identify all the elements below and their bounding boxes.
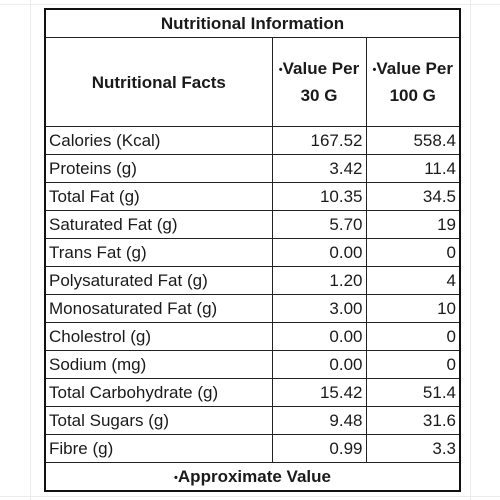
header-value-per-100g-label: Value Per 100 G [376,59,453,105]
value-per-100g[interactable]: 558.4 [365,126,461,155]
value-per-100g[interactable]: 0 [365,322,461,351]
value-per-100g[interactable]: 34.5 [365,182,461,211]
nutrient-name[interactable]: Total Fat (g) [44,182,273,211]
title-row: Nutritional Information [44,8,461,38]
header-value-per-100g[interactable]: •Value Per 100 G [365,37,461,127]
approximate-marker: • [278,64,283,76]
nutrient-name[interactable]: Polysaturated Fat (g) [44,266,273,295]
table-row: Sodium (mg) 0.00 0 [44,350,461,379]
header-value-per-30g-label: Value Per 30 G [282,59,360,105]
table-title[interactable]: Nutritional Information [44,8,461,38]
table-row: Saturated Fat (g) 5.70 19 [44,210,461,239]
table-row: Monosaturated Fat (g) 3.00 10 [44,294,461,323]
value-per-30g[interactable]: 0.00 [271,350,367,379]
table-body: Calories (Kcal) 167.52 558.4 Proteins (g) 3.… [44,126,461,463]
value-per-30g[interactable]: 15.42 [271,378,367,407]
table-row: Total Fat (g) 10.35 34.5 [44,182,461,211]
value-per-100g[interactable]: 10 [365,294,461,323]
table-row: Calories (Kcal) 167.52 558.4 [44,126,461,155]
footer-row: •Approximate Value [44,462,461,492]
table-row: Total Sugars (g) 9.48 31.6 [44,406,461,435]
nutrient-name[interactable]: Cholestrol (g) [44,322,273,351]
table-row: Trans Fat (g) 0.00 0 [44,238,461,267]
value-per-30g[interactable]: 9.48 [271,406,367,435]
table-row: Fibre (g) 0.99 3.3 [44,434,461,463]
value-per-100g[interactable]: 4 [365,266,461,295]
header-facts[interactable]: Nutritional Facts [44,37,273,127]
value-per-100g[interactable]: 51.4 [365,378,461,407]
header-row: Nutritional Facts •Value Per 30 G •Value… [44,37,461,127]
value-per-30g[interactable]: 1.20 [271,266,367,295]
value-per-30g[interactable]: 3.00 [271,294,367,323]
value-per-100g[interactable]: 0 [365,238,461,267]
value-per-100g[interactable]: 31.6 [365,406,461,435]
value-per-30g[interactable]: 5.70 [271,210,367,239]
value-per-100g[interactable]: 19 [365,210,461,239]
header-value-per-30g[interactable]: •Value Per 30 G [271,37,367,127]
approximate-marker: • [372,64,377,76]
table-row: Cholestrol (g) 0.00 0 [44,322,461,351]
nutrient-name[interactable]: Monosaturated Fat (g) [44,294,273,323]
footer-note-label: Approximate Value [177,467,331,486]
nutrient-name[interactable]: Fibre (g) [44,434,273,463]
table-row: Total Carbohydrate (g) 15.42 51.4 [44,378,461,407]
nutrient-name[interactable]: Saturated Fat (g) [44,210,273,239]
table-row: Polysaturated Fat (g) 1.20 4 [44,266,461,295]
value-per-100g[interactable]: 11.4 [365,154,461,183]
value-per-30g[interactable]: 167.52 [271,126,367,155]
value-per-30g[interactable]: 0.00 [271,238,367,267]
footer-note[interactable]: •Approximate Value [44,462,461,492]
nutrient-name[interactable]: Total Sugars (g) [44,406,273,435]
nutrient-name[interactable]: Total Carbohydrate (g) [44,378,273,407]
approximate-marker: • [174,472,178,484]
value-per-30g[interactable]: 3.42 [271,154,367,183]
nutrient-name[interactable]: Sodium (mg) [44,350,273,379]
nutrient-name[interactable]: Proteins (g) [44,154,273,183]
nutrition-table: Nutritional Information Nutritional Fact… [44,8,462,492]
nutrient-name[interactable]: Calories (Kcal) [44,126,273,155]
value-per-30g[interactable]: 0.99 [271,434,367,463]
value-per-30g[interactable]: 10.35 [271,182,367,211]
value-per-30g[interactable]: 0.00 [271,322,367,351]
value-per-100g[interactable]: 3.3 [365,434,461,463]
nutrient-name[interactable]: Trans Fat (g) [44,238,273,267]
table-row: Proteins (g) 3.42 11.4 [44,154,461,183]
value-per-100g[interactable]: 0 [365,350,461,379]
